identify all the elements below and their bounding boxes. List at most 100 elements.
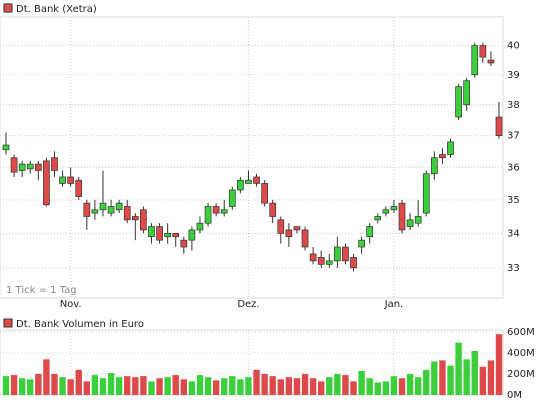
volume-bar <box>253 369 260 395</box>
y-tick-label: 38 <box>507 100 520 111</box>
candle-body <box>334 246 341 262</box>
volume-bar <box>59 377 66 395</box>
candle-body <box>261 183 268 204</box>
x-tick-label: Nov. <box>60 299 82 310</box>
candle-body <box>277 219 285 234</box>
y-tick-label: 37 <box>507 131 520 142</box>
volume-bar <box>277 379 284 395</box>
volume-bar <box>196 375 204 395</box>
candle-body <box>131 216 139 221</box>
volume-bar <box>439 360 446 395</box>
volume-bar <box>301 374 309 395</box>
volume-bar <box>229 376 236 395</box>
volume-bar <box>285 377 293 395</box>
volume-bar <box>326 377 333 395</box>
volume-bar <box>204 377 212 395</box>
volume-bar <box>124 376 131 395</box>
candle-body <box>107 206 115 214</box>
volume-bar <box>366 378 373 395</box>
volume-bar <box>455 342 462 395</box>
y-tick-label: 0M <box>507 390 522 401</box>
candle-body <box>269 202 277 217</box>
candle-body <box>148 226 155 238</box>
volume-bar <box>27 379 34 395</box>
y-tick-label: 600M <box>507 327 535 338</box>
candle-body <box>91 209 99 214</box>
volume-bar <box>334 374 341 395</box>
candle-body <box>374 216 382 221</box>
candle-body <box>439 154 446 159</box>
volume-bar <box>91 375 99 395</box>
volume-bar <box>83 381 91 395</box>
y-tick-label: 33 <box>507 263 520 274</box>
candle-body <box>422 173 430 214</box>
candle-body <box>342 246 349 262</box>
y-tick-label: 34 <box>507 228 520 239</box>
candle-body <box>220 209 228 214</box>
volume-bar <box>293 378 301 395</box>
candle-body <box>156 226 163 241</box>
candle-body <box>309 253 317 262</box>
candle-body <box>51 157 58 171</box>
volume-bar <box>43 359 50 395</box>
volume-bar <box>172 375 179 395</box>
candle-body <box>26 163 34 170</box>
volume-bar <box>115 377 123 395</box>
candle-body <box>382 209 390 214</box>
volume-bar <box>148 381 155 395</box>
volume-bar <box>423 369 430 395</box>
y-tick-label: 200M <box>507 369 535 380</box>
y-tick-label: 40 <box>507 41 520 52</box>
legend-swatch <box>3 3 13 13</box>
candle-body <box>164 232 171 238</box>
volume-bar <box>261 374 268 395</box>
x-tick-label: Dez. <box>237 299 259 310</box>
candle-body <box>2 144 10 151</box>
volume-bar <box>51 374 58 395</box>
volume-bar <box>269 376 276 395</box>
volume-bar <box>471 350 478 395</box>
volume-bar <box>317 381 325 395</box>
candle-body <box>447 141 454 155</box>
legend-label: Dt. Bank (Xetra) <box>16 4 97 15</box>
price-panel <box>0 16 504 299</box>
legend-label: Dt. Bank Volumen in Euro <box>16 319 144 330</box>
annotation: 1 Tick = 1 Tag <box>6 285 77 296</box>
candle-body <box>67 176 75 184</box>
candle-body <box>293 226 301 231</box>
candle-body <box>487 59 495 64</box>
candle-body <box>430 157 438 175</box>
volume-bar <box>75 369 82 395</box>
volume-bar <box>447 365 454 395</box>
volume-bar <box>237 379 244 395</box>
candle-body <box>285 229 293 238</box>
candle-body <box>350 257 357 269</box>
volume-bar <box>350 381 357 395</box>
volume-bar <box>180 379 188 395</box>
candle-body <box>317 257 325 265</box>
legend-swatch <box>3 318 13 328</box>
candle-body <box>406 219 414 227</box>
candle-body <box>463 80 471 106</box>
candle-body <box>140 209 147 231</box>
volume-bar <box>463 359 470 395</box>
candle-body <box>99 202 107 211</box>
candle-body <box>59 176 66 184</box>
candle-body <box>83 202 91 217</box>
candle-body <box>366 226 374 238</box>
volume-bar <box>212 380 220 395</box>
volume-bar <box>358 370 365 395</box>
candle-body <box>237 179 244 191</box>
candle-body <box>253 176 260 184</box>
candle-body <box>325 260 333 265</box>
volume-bar <box>406 374 414 395</box>
candle-body <box>471 45 479 76</box>
candle-body <box>455 86 462 118</box>
volume-bar <box>398 378 406 395</box>
candle-body <box>301 229 309 248</box>
volume-bar <box>18 378 26 395</box>
volume-bar <box>487 360 495 395</box>
volume-bar <box>431 361 438 395</box>
